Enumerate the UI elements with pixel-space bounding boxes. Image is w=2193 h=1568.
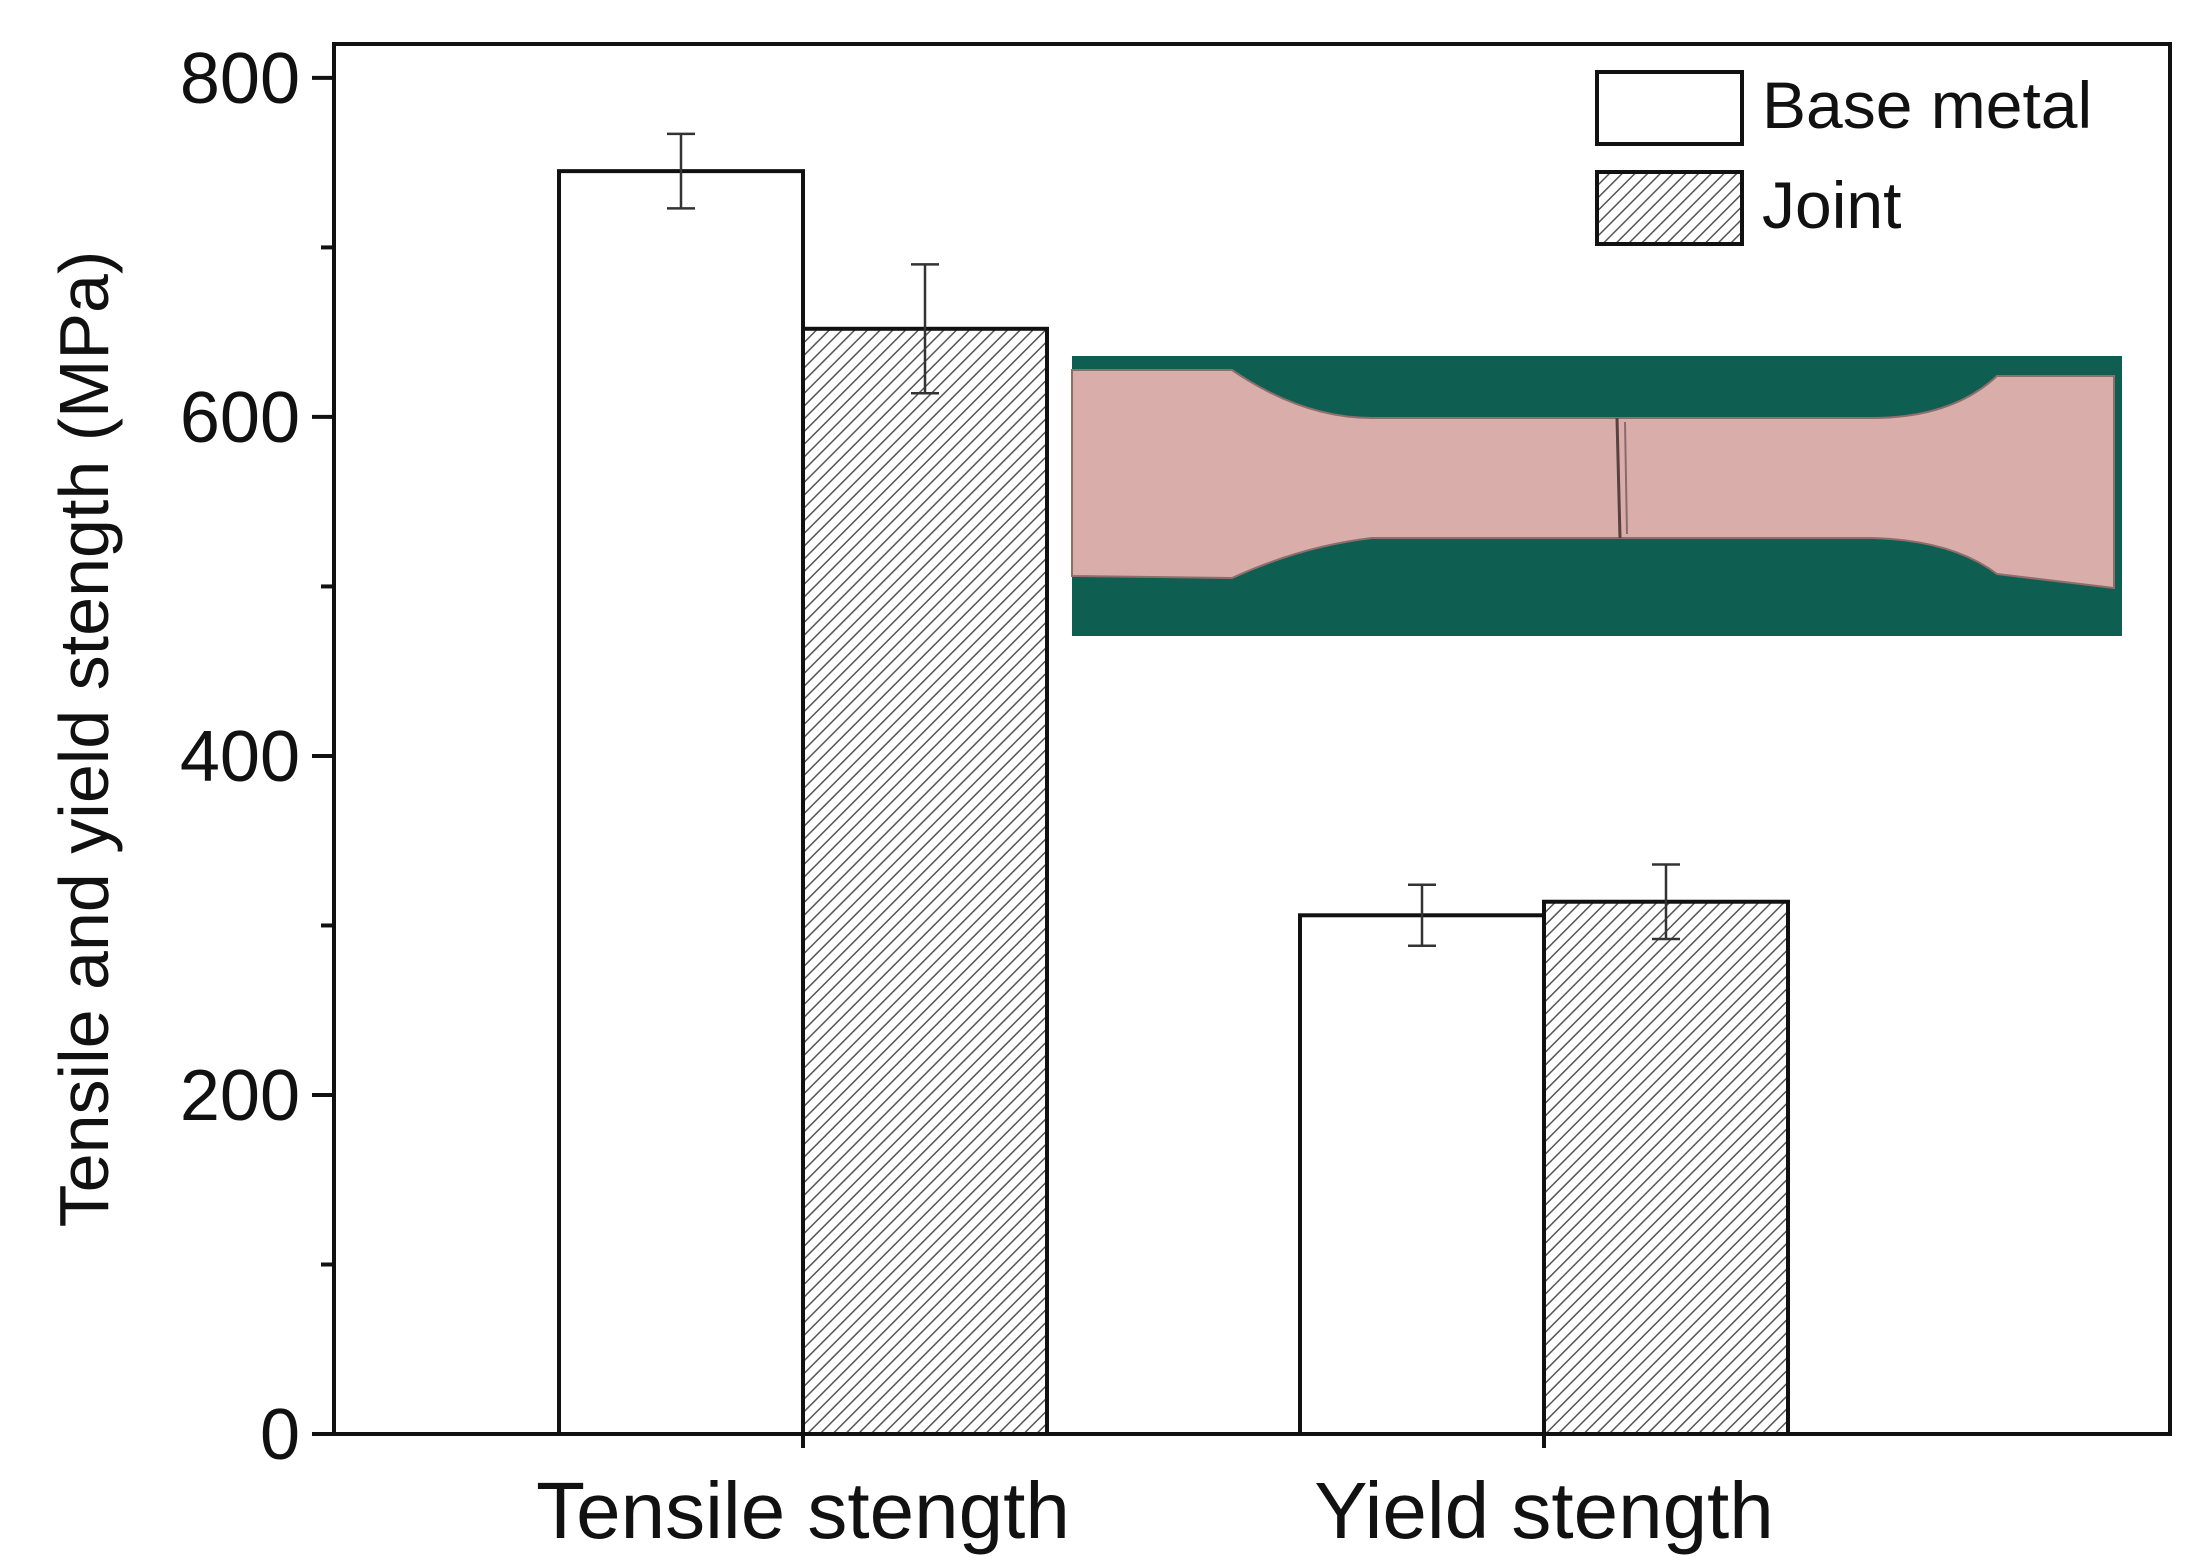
error-bar-joint-tensile (911, 263, 939, 395)
legend-swatch-joint (1595, 170, 1744, 246)
y-tick-label: 200 (180, 1056, 300, 1136)
y-tick-label: 0 (260, 1395, 300, 1475)
y-axis-title: Tensile and yield stength (MPa) (45, 251, 123, 1228)
x-axis-ticks: Tensile stength Yield stength (536, 1434, 1774, 1555)
inset-specimen-photo (1071, 356, 2122, 636)
error-bar-joint-yield (1652, 863, 1680, 941)
legend-label-joint: Joint (1762, 168, 1901, 242)
bar-base-metal-tensile (557, 169, 805, 1436)
error-bars (667, 132, 1680, 948)
y-tick-label: 800 (180, 39, 300, 119)
tensile-specimen-icon (1071, 369, 2115, 590)
y-tick-label: 600 (180, 378, 300, 458)
bar-base-metal-yield (1298, 913, 1546, 1436)
x-category-label: Yield stength (1314, 1466, 1774, 1555)
error-bar-base-metal-tensile (667, 132, 695, 210)
error-bar-base-metal-yield (1408, 883, 1436, 948)
y-tick-label: 400 (180, 717, 300, 797)
weld-seam-icon (1615, 417, 1622, 539)
legend-label-base-metal: Base metal (1762, 68, 2092, 142)
legend-swatch-base-metal (1595, 70, 1744, 146)
weld-seam-shadow (1624, 421, 1628, 535)
y-axis-ticks: 0 200 400 600 800 (180, 39, 334, 1475)
bars (557, 169, 1790, 1436)
legend: Base metal Joint (1595, 68, 2092, 246)
bar-joint-yield (1542, 899, 1790, 1436)
bar-joint-tensile (801, 326, 1049, 1436)
x-category-label: Tensile stength (536, 1466, 1070, 1555)
plot-area-frame (332, 42, 2172, 1436)
